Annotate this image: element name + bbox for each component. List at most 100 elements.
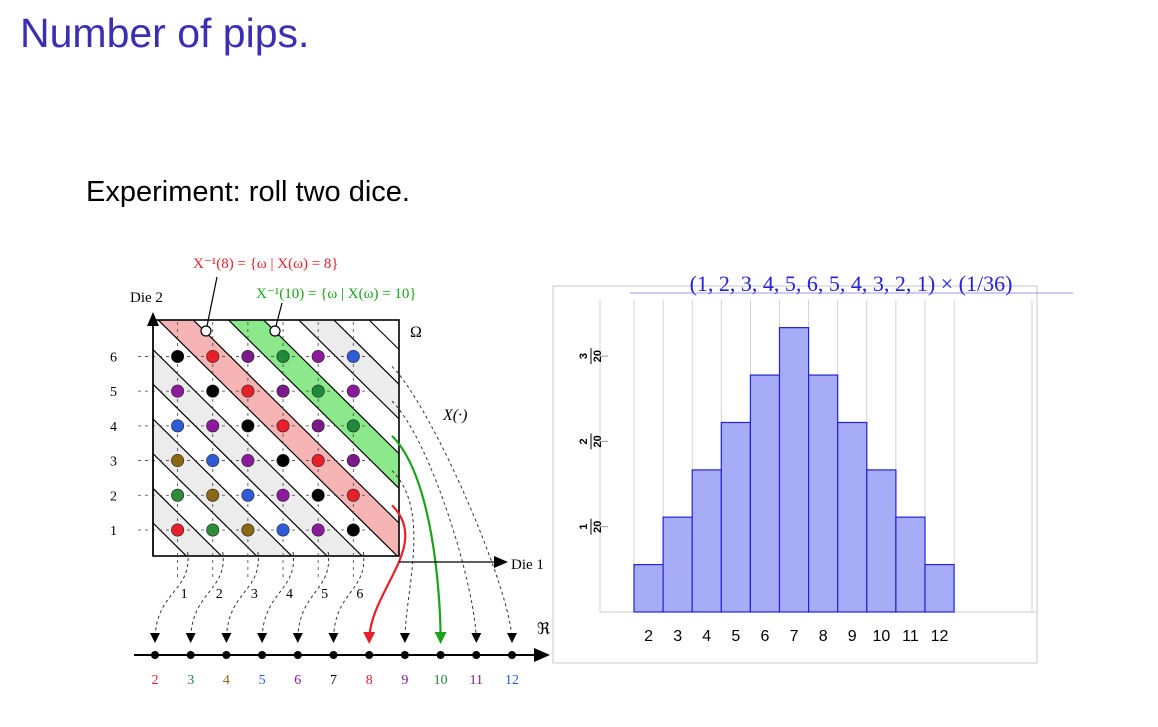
outcome-dot xyxy=(206,454,220,468)
outcome-dot xyxy=(311,488,325,502)
mapping-arrow xyxy=(185,551,224,643)
sum-point xyxy=(186,651,195,659)
die1-tick-label: 2 xyxy=(216,587,223,602)
outcome-dot xyxy=(276,349,290,363)
sum-point xyxy=(151,651,159,659)
outcome-dot xyxy=(241,488,255,502)
omega-label: Ω xyxy=(410,324,422,341)
chart-x-tick-label: 12 xyxy=(931,628,949,645)
sum-point xyxy=(400,651,409,659)
chart-y-tick-denominator: 20 xyxy=(592,350,604,362)
real-line-arrow xyxy=(534,648,550,662)
mapping-arrow xyxy=(391,470,415,643)
mapping-arrow xyxy=(257,551,294,643)
chart-x-tick-label: 11 xyxy=(902,628,919,645)
diagonal-bands xyxy=(153,320,399,556)
outcome-dot xyxy=(311,523,325,537)
chart-title: (1, 2, 3, 4, 5, 6, 5, 4, 3, 2, 1) × (1/3… xyxy=(690,271,1013,296)
sum-point xyxy=(293,651,302,659)
chart-bar xyxy=(807,374,839,613)
chart-y-tick-numerator: 3 xyxy=(578,353,590,359)
outcome-dot xyxy=(241,523,255,537)
chart-bar xyxy=(633,563,664,613)
preimage-10-label: X⁻¹(10) = {ω | X(ω) = 10} xyxy=(256,286,417,302)
sum-value-label: 11 xyxy=(470,673,483,688)
slide-subtitle: Experiment: roll two dice. xyxy=(86,176,410,208)
chart-x-tick-label: 3 xyxy=(673,628,682,645)
sum-point xyxy=(436,651,445,659)
outcome-dot xyxy=(311,454,325,468)
outcome-dot xyxy=(311,384,325,398)
die1-tick-label: 5 xyxy=(321,587,328,602)
sum-value-label: 5 xyxy=(259,673,266,688)
outcome-dot xyxy=(171,454,185,468)
outcome-dot xyxy=(276,523,290,537)
outcome-dot xyxy=(276,384,290,398)
outcome-dot xyxy=(171,349,185,363)
chart-x-tick-label: 6 xyxy=(760,628,769,645)
die1-label: Die 1 xyxy=(511,557,544,573)
chart-bar xyxy=(895,516,926,613)
chart-y-tick-numerator: 2 xyxy=(578,438,590,444)
die2-tick-label: 2 xyxy=(110,489,117,504)
sum-point xyxy=(258,651,267,659)
chart-bars xyxy=(633,327,955,613)
mapping-arrow xyxy=(363,504,407,644)
outcome-dot xyxy=(346,419,360,433)
slide-title: Number of pips. xyxy=(20,10,310,56)
outcome-dot xyxy=(346,349,360,363)
die2-tick-labels: 1 2 3 4 5 6 xyxy=(110,350,117,539)
die1-tick-label: 3 xyxy=(251,587,258,602)
outcome-dot xyxy=(311,419,325,433)
preimage-10-pointer-circle xyxy=(269,325,281,337)
mapping-arrows xyxy=(150,366,517,644)
mapping-arrow xyxy=(391,435,447,644)
mapping-arrow xyxy=(292,551,330,643)
mapping-arrow xyxy=(221,551,259,643)
sum-point xyxy=(329,651,338,659)
sum-value-label: 7 xyxy=(330,673,337,688)
sum-value-label: 6 xyxy=(294,673,301,688)
outcome-dot xyxy=(206,523,220,537)
outcome-dot xyxy=(206,419,220,433)
sum-value-label: 2 xyxy=(152,673,159,688)
sum-value-label: 8 xyxy=(366,673,373,688)
die1-tick-label: 6 xyxy=(356,587,363,602)
outcome-dot xyxy=(346,454,360,468)
chart-y-tick-label: 2 20 xyxy=(578,433,604,450)
sum-value-label: 3 xyxy=(187,673,194,688)
sum-point xyxy=(365,651,374,659)
mapping-arrow xyxy=(150,551,189,643)
outcome-dot xyxy=(276,419,290,433)
preimage-8-pointer xyxy=(206,276,218,327)
chart-y-tick-label: 1 20 xyxy=(578,518,604,535)
preimage-10-pointer xyxy=(275,302,283,327)
chart-y-tick-label: 3 20 xyxy=(578,348,604,365)
chart-bar xyxy=(866,469,897,613)
chart-bar xyxy=(691,469,722,613)
preimage-8-label: X⁻¹(8) = {ω | X(ω) = 8} xyxy=(193,256,339,272)
outcome-dot xyxy=(171,523,185,537)
outcome-dot xyxy=(206,384,220,398)
outcome-dot xyxy=(241,454,255,468)
chart-x-tick-label: 8 xyxy=(819,628,828,645)
outcome-dot xyxy=(206,349,220,363)
outcome-dot xyxy=(241,349,255,363)
sum-points: 2 3 4 5 6 7 8 9 10 11 12 xyxy=(151,651,519,688)
outcome-dot xyxy=(171,419,185,433)
outcome-dot xyxy=(276,454,290,468)
pmf-chart: 1 202 203 20 2 3 4 5 6 7 8 9 10 11 12 (1, 2, 3, 4, 5,… xyxy=(552,271,1073,664)
chart-x-tick-label: 9 xyxy=(848,628,857,645)
chart-bar xyxy=(749,374,781,613)
sum-value-label: 9 xyxy=(401,673,408,688)
sample-space-diagram: Die 2 Die 1 Ω X(·) ℜ X⁻¹(8) = {ω | X(ω) … xyxy=(110,256,550,688)
chart-bar xyxy=(662,516,693,613)
chart-bar xyxy=(837,421,868,613)
preimage-8-pointer-circle xyxy=(200,325,212,337)
die1-tick-labels: 1 2 3 4 5 6 xyxy=(181,587,364,602)
chart-x-tick-label: 4 xyxy=(702,628,711,645)
die2-tick-label: 1 xyxy=(110,524,117,539)
die2-label: Die 2 xyxy=(130,290,163,306)
chart-x-tick-label: 2 xyxy=(644,628,653,645)
